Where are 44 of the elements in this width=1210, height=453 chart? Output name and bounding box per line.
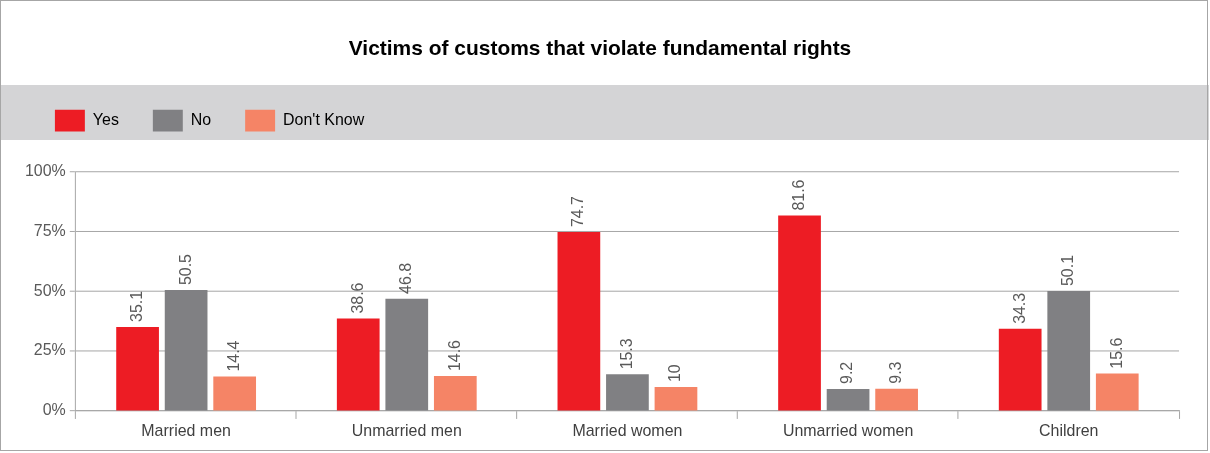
x-tick-label: Unmarried women [782,421,914,439]
y-tick-label: 0% [42,401,66,419]
data-label: 81.6 [789,179,807,211]
y-tick-label: 75% [33,221,66,239]
data-label: 35.1 [127,290,145,322]
legend-label: Don't Know [283,111,365,129]
data-label: 74.7 [569,195,587,228]
bar [433,376,477,411]
data-label: 50.5 [176,253,194,286]
bar [654,387,698,411]
bar [1095,373,1139,411]
bar [116,326,159,411]
bar [826,388,870,411]
data-label: 9.2 [838,361,856,384]
data-label: 14.6 [445,339,463,372]
data-label: 46.8 [397,262,415,294]
chart-title: Victims of customs that violate fundamental rights [348,36,852,60]
x-tick-label: Unmarried men [351,421,462,439]
data-label: 15.6 [1107,337,1125,369]
bar [998,328,1042,411]
bar [164,290,208,411]
legend-label: Yes [92,111,119,129]
bar [1047,290,1091,411]
x-tick-label: Married women [572,421,683,439]
y-tick-label: 100% [24,161,66,179]
bar [778,215,821,411]
legend-label: No [190,111,212,129]
data-label: 50.1 [1059,254,1077,286]
bar [385,298,429,411]
data-label: 15.3 [617,338,635,370]
x-tick-label: Children [1039,421,1099,439]
data-label: 38.6 [348,282,366,314]
bar [557,232,601,411]
y-tick-label: 25% [33,341,66,359]
data-label: 34.3 [1010,292,1028,324]
bar [606,374,649,411]
x-tick-label: Married men [141,421,231,439]
data-label: 9.3 [886,361,905,384]
y-tick-label: 50% [33,281,66,299]
bar [213,376,257,411]
bar [336,318,380,411]
bar [875,388,918,411]
data-label: 14.4 [225,340,243,372]
data-label: 10 [666,364,684,383]
